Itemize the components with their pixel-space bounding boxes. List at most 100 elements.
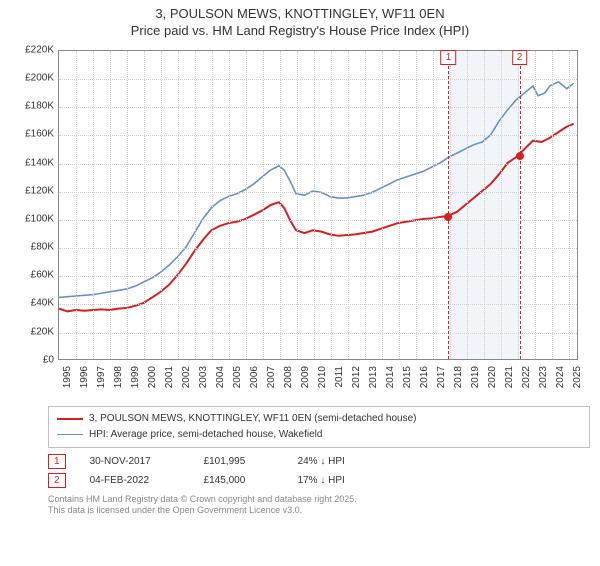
- event-price: £145,000: [204, 475, 274, 486]
- y-axis-tick-label: £40K: [31, 298, 54, 309]
- event-marker-dot: [516, 152, 524, 160]
- gridline-vertical: [195, 51, 196, 359]
- event-date: 30-NOV-2017: [90, 456, 180, 467]
- gridline-vertical: [501, 51, 502, 359]
- event-table: 130-NOV-2017£101,99524% ↓ HPI204-FEB-202…: [48, 454, 590, 488]
- gridline-horizontal: [59, 164, 577, 165]
- x-axis-tick-label: 2014: [385, 366, 396, 388]
- gridline-vertical: [76, 51, 77, 359]
- x-axis-tick-label: 2003: [198, 366, 209, 388]
- gridline-vertical: [382, 51, 383, 359]
- event-marker-dot: [444, 213, 452, 221]
- legend: 3, POULSON MEWS, KNOTTINGLEY, WF11 0EN (…: [48, 406, 590, 448]
- gridline-horizontal: [59, 248, 577, 249]
- x-axis-tick-label: 2005: [232, 366, 243, 388]
- chart-container: 12 £0£20K£40K£60K£80K£100K£120K£140K£160…: [10, 44, 590, 404]
- event-badge: 2: [48, 473, 66, 488]
- x-axis-tick-label: 2008: [283, 366, 294, 388]
- x-axis-tick-label: 2004: [215, 366, 226, 388]
- y-axis-tick-label: £20K: [31, 326, 54, 337]
- event-date: 04-FEB-2022: [90, 475, 180, 486]
- x-axis-tick-label: 2009: [300, 366, 311, 388]
- gridline-vertical: [552, 51, 553, 359]
- event-marker-line: [448, 51, 449, 359]
- x-axis-tick-label: 2012: [351, 366, 362, 388]
- gridline-vertical: [212, 51, 213, 359]
- event-delta: 17% ↓ HPI: [298, 475, 345, 486]
- event-marker-label: 1: [441, 50, 457, 65]
- gridline-horizontal: [59, 304, 577, 305]
- x-axis-tick-label: 2000: [147, 366, 158, 388]
- gridline-vertical: [178, 51, 179, 359]
- event-row: 2 04-FEB-2022 £145,000 17% ↓ HPI: [48, 473, 590, 488]
- x-axis-tick-label: 2019: [470, 366, 481, 388]
- y-axis-tick-label: £180K: [25, 101, 54, 112]
- gridline-vertical: [110, 51, 111, 359]
- legend-item: 3, POULSON MEWS, KNOTTINGLEY, WF11 0EN (…: [57, 411, 581, 427]
- gridline-vertical: [144, 51, 145, 359]
- x-axis-tick-label: 1999: [130, 366, 141, 388]
- x-axis-tick-label: 1997: [96, 366, 107, 388]
- gridline-vertical: [365, 51, 366, 359]
- y-axis-tick-label: £60K: [31, 270, 54, 281]
- gridline-horizontal: [59, 276, 577, 277]
- gridline-horizontal: [59, 192, 577, 193]
- gridline-vertical: [399, 51, 400, 359]
- gridline-horizontal: [59, 107, 577, 108]
- plot-area: 12: [58, 50, 578, 360]
- x-axis-tick-label: 2017: [436, 366, 447, 388]
- legend-label: 3, POULSON MEWS, KNOTTINGLEY, WF11 0EN (…: [89, 411, 417, 427]
- event-badge: 1: [48, 454, 66, 469]
- title-line-1: 3, POULSON MEWS, KNOTTINGLEY, WF11 0EN: [0, 6, 600, 23]
- legend-item: HPI: Average price, semi-detached house,…: [57, 427, 581, 443]
- gridline-vertical: [569, 51, 570, 359]
- series-line-price-paid: [59, 124, 574, 312]
- gridline-vertical: [280, 51, 281, 359]
- event-row: 130-NOV-2017£101,99524% ↓ HPI: [48, 454, 590, 469]
- gridline-vertical: [246, 51, 247, 359]
- gridline-vertical: [416, 51, 417, 359]
- x-axis-tick-label: 1998: [113, 366, 124, 388]
- gridline-vertical: [229, 51, 230, 359]
- gridline-horizontal: [59, 220, 577, 221]
- gridline-vertical: [263, 51, 264, 359]
- x-axis-tick-label: 2015: [402, 366, 413, 388]
- x-axis-tick-label: 2001: [164, 366, 175, 388]
- x-axis-tick-label: 2024: [555, 366, 566, 388]
- series-line-hpi-wakefield: [59, 82, 574, 298]
- gridline-horizontal: [59, 135, 577, 136]
- gridline-vertical: [297, 51, 298, 359]
- chart-title: 3, POULSON MEWS, KNOTTINGLEY, WF11 0EN P…: [0, 6, 600, 40]
- y-axis-tick-label: £80K: [31, 242, 54, 253]
- x-axis-tick-label: 1996: [79, 366, 90, 388]
- gridline-vertical: [161, 51, 162, 359]
- legend-swatch: [57, 418, 83, 420]
- legend-label: HPI: Average price, semi-detached house,…: [89, 427, 322, 443]
- event-price: £101,995: [204, 456, 274, 467]
- legend-swatch: [57, 434, 83, 435]
- footer-line-2: This data is licensed under the Open Gov…: [48, 505, 590, 517]
- x-axis-tick-label: 2007: [266, 366, 277, 388]
- x-axis-tick-label: 2013: [368, 366, 379, 388]
- x-axis-tick-label: 2018: [453, 366, 464, 388]
- attribution-footer: Contains HM Land Registry data © Crown c…: [48, 494, 590, 517]
- y-axis-tick-label: £100K: [25, 213, 54, 224]
- x-axis-tick-label: 2025: [572, 366, 583, 388]
- event-marker-label: 2: [512, 50, 528, 65]
- y-axis-tick-label: £140K: [25, 157, 54, 168]
- gridline-vertical: [433, 51, 434, 359]
- x-axis-tick-label: 2020: [487, 366, 498, 388]
- x-axis-tick-label: 1995: [62, 366, 73, 388]
- x-axis-tick-label: 2006: [249, 366, 260, 388]
- gridline-horizontal: [59, 79, 577, 80]
- x-axis-tick-label: 2021: [504, 366, 515, 388]
- y-axis-tick-label: £0: [43, 354, 54, 365]
- gridline-vertical: [484, 51, 485, 359]
- y-axis-tick-label: £120K: [25, 185, 54, 196]
- gridline-vertical: [127, 51, 128, 359]
- chart-lines: [59, 51, 577, 359]
- title-line-2: Price paid vs. HM Land Registry's House …: [0, 23, 600, 40]
- y-axis-tick-label: £220K: [25, 44, 54, 55]
- x-axis-tick-label: 2023: [538, 366, 549, 388]
- y-axis-tick-label: £200K: [25, 72, 54, 83]
